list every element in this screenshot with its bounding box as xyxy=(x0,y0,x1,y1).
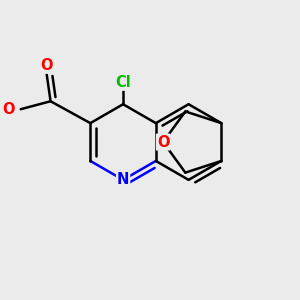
Text: O: O xyxy=(2,102,15,117)
Text: Cl: Cl xyxy=(115,75,131,90)
Text: O: O xyxy=(157,134,169,149)
Text: O: O xyxy=(40,58,53,73)
Text: N: N xyxy=(117,172,129,187)
